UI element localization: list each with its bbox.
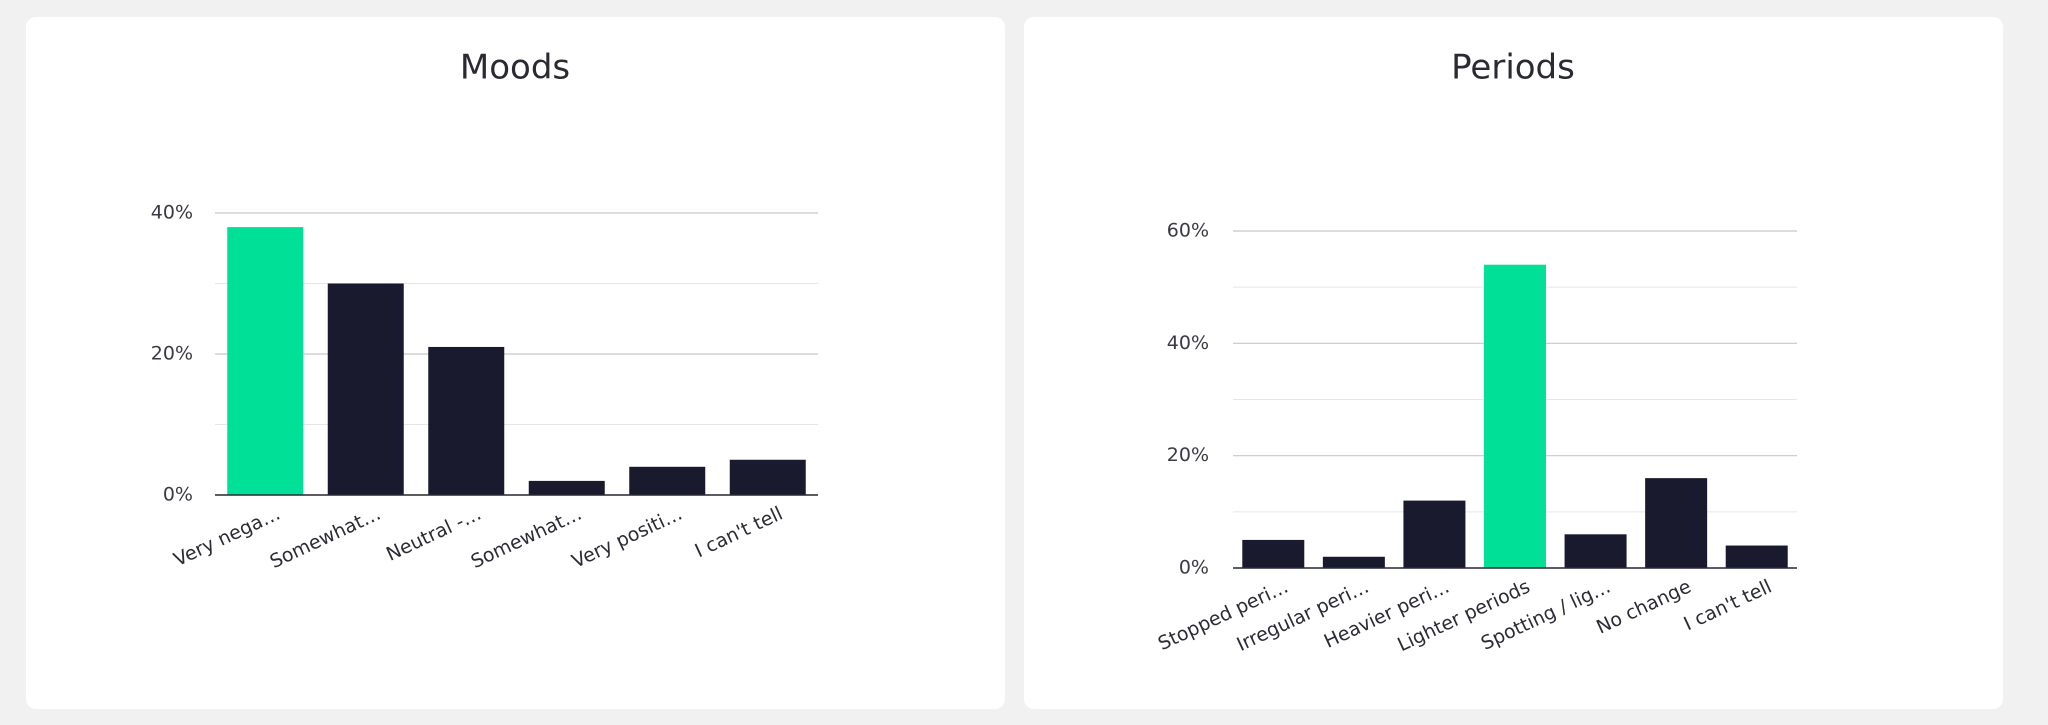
panel <box>26 17 1005 709</box>
bar <box>1484 264 1546 568</box>
y-tick-label: 20% <box>151 343 193 365</box>
bar <box>1403 500 1466 568</box>
y-tick-label: 60% <box>1167 220 1209 242</box>
bar <box>1242 539 1305 568</box>
chart-title: Moods <box>460 48 570 88</box>
bar <box>729 459 806 495</box>
bar <box>1564 534 1627 568</box>
bar <box>327 283 404 495</box>
bar <box>227 227 304 495</box>
y-tick-label: 0% <box>1179 557 1209 579</box>
chart-title: Periods <box>1451 48 1575 88</box>
y-tick-label: 40% <box>151 202 193 224</box>
bar <box>1322 556 1385 568</box>
bar <box>528 480 605 495</box>
y-tick-label: 20% <box>1167 444 1209 466</box>
bar <box>1725 545 1788 568</box>
bar <box>428 346 505 495</box>
bar <box>1645 478 1708 568</box>
y-tick-label: 40% <box>1167 332 1209 354</box>
bar <box>629 466 706 495</box>
y-tick-label: 0% <box>163 484 193 506</box>
